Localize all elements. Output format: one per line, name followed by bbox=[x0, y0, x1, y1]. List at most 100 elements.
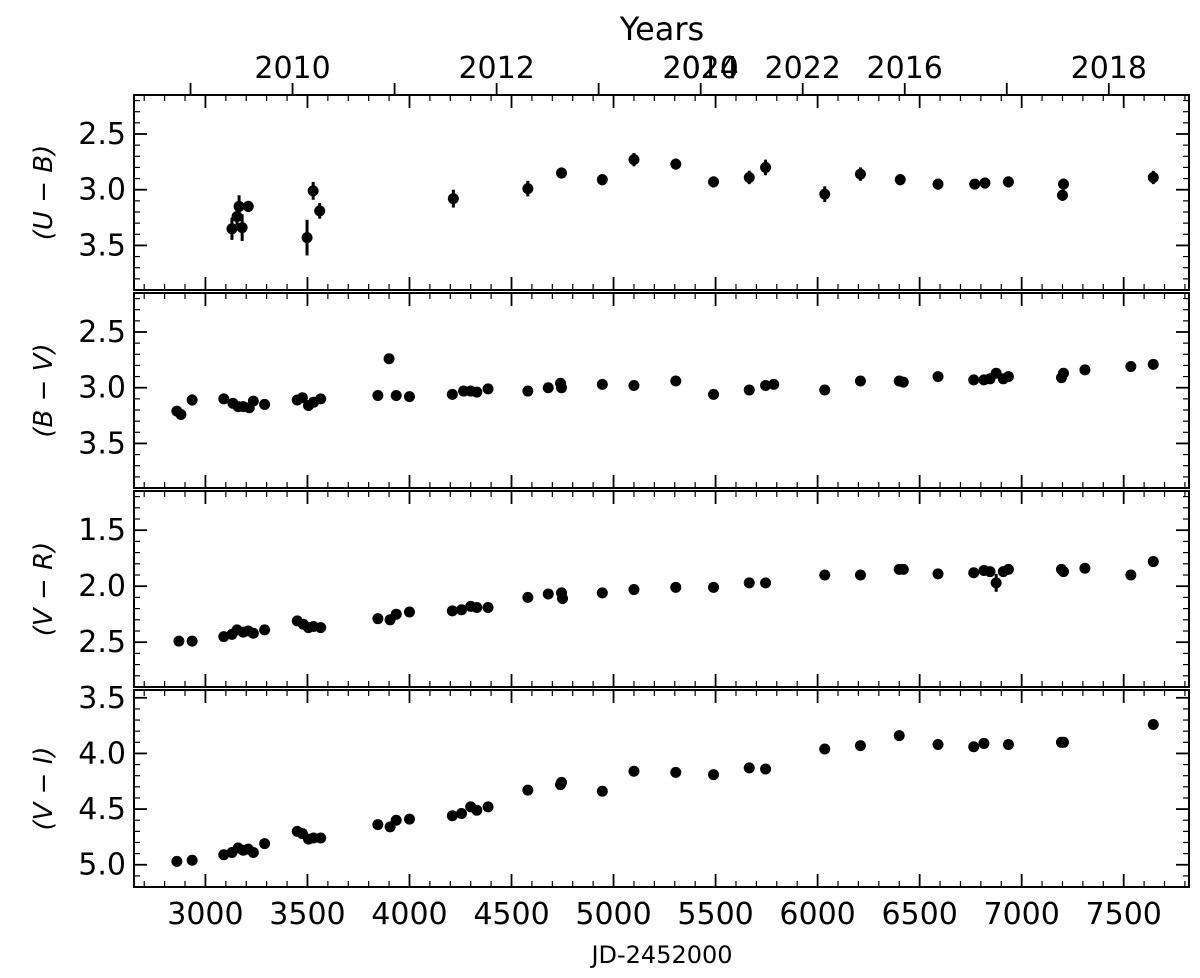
data-point bbox=[390, 814, 402, 826]
data-point bbox=[259, 624, 271, 636]
data-point bbox=[932, 568, 944, 580]
top-axis-tick-label: 2014 bbox=[663, 51, 739, 86]
data-point bbox=[743, 384, 755, 396]
data-point bbox=[236, 222, 248, 234]
data-point bbox=[259, 398, 271, 410]
panel-3: 1.5 2.0 2.5 (V − R) bbox=[29, 490, 1190, 688]
data-point bbox=[446, 810, 458, 822]
data-point bbox=[1147, 171, 1159, 183]
data-point bbox=[522, 385, 534, 397]
data-point bbox=[556, 776, 568, 788]
data-point bbox=[1147, 556, 1159, 568]
y-tick-label: 2.5 bbox=[78, 117, 126, 152]
data-point bbox=[259, 838, 271, 850]
data-point bbox=[1125, 361, 1137, 373]
data-point bbox=[372, 390, 384, 402]
data-point bbox=[968, 374, 980, 386]
data-point bbox=[390, 390, 402, 402]
data-point bbox=[557, 593, 569, 605]
x-tick-label: 7500 bbox=[1086, 897, 1162, 932]
y-tick-label: 3.5 bbox=[78, 426, 126, 461]
data-point bbox=[315, 393, 327, 405]
data-point bbox=[932, 178, 944, 190]
data-point bbox=[1079, 562, 1091, 574]
data-point bbox=[596, 378, 608, 390]
data-point bbox=[186, 854, 198, 866]
data-point bbox=[1058, 178, 1070, 190]
y-tick-label: 3.0 bbox=[78, 173, 126, 208]
y-axis-title: (V − R) bbox=[29, 542, 59, 636]
data-point bbox=[819, 569, 831, 581]
data-point bbox=[760, 763, 772, 775]
data-point bbox=[893, 730, 905, 742]
y-axis-title: (V − I) bbox=[29, 746, 59, 830]
data-point bbox=[968, 741, 980, 753]
top-axis-tick-label: 2018 bbox=[1071, 51, 1147, 86]
data-point bbox=[596, 174, 608, 186]
data-point bbox=[1056, 189, 1068, 201]
data-point bbox=[708, 581, 720, 593]
data-point bbox=[628, 379, 640, 391]
panel-frame bbox=[133, 689, 1190, 888]
data-point bbox=[482, 601, 494, 613]
x-tick-label: 3000 bbox=[167, 897, 243, 932]
x-tick-label: 4500 bbox=[473, 897, 549, 932]
data-point bbox=[990, 577, 1002, 589]
data-point bbox=[932, 371, 944, 383]
top-axis-tick-label: 2012 bbox=[458, 51, 534, 86]
data-point bbox=[186, 394, 198, 406]
data-point bbox=[556, 167, 568, 179]
data-point bbox=[1002, 371, 1014, 383]
data-point bbox=[760, 577, 772, 589]
top-axis-tick-label: 2020 bbox=[663, 51, 739, 86]
data-point bbox=[226, 223, 238, 235]
data-point bbox=[628, 584, 640, 596]
y-axis-title: (U − B) bbox=[29, 145, 59, 240]
y-tick-label: 2.5 bbox=[78, 625, 126, 660]
x-tick-label: 6500 bbox=[881, 897, 957, 932]
x-axis-title: JD-2452000 bbox=[589, 941, 732, 969]
data-point bbox=[186, 635, 198, 647]
y-tick-label: 3.5 bbox=[78, 228, 126, 263]
top-axis-title: Years bbox=[619, 10, 704, 48]
data-point bbox=[456, 604, 468, 616]
data-point bbox=[743, 577, 755, 589]
top-axis-tick-label: 2022 bbox=[765, 51, 841, 86]
data-point bbox=[314, 205, 326, 217]
panel-1: 2010 2012 2014 2016 2018 2020 2022 2.5 3.0 3.5 (U … bbox=[29, 51, 1190, 291]
top-axis-tick-label: 2016 bbox=[867, 51, 943, 86]
data-point bbox=[894, 174, 906, 186]
top-axis-tick-label: 2010 bbox=[254, 51, 330, 86]
x-tick-label: 5500 bbox=[677, 897, 753, 932]
data-point bbox=[471, 386, 483, 398]
y-tick-label: 3.5 bbox=[78, 681, 126, 716]
data-point bbox=[1002, 563, 1014, 575]
panel-4: 3.5 4.0 4.5 5.0 (V − I) bbox=[29, 681, 1190, 888]
x-tick-label: 5000 bbox=[575, 897, 651, 932]
x-tick-label: 4000 bbox=[371, 897, 447, 932]
data-point bbox=[743, 171, 755, 183]
data-point bbox=[1002, 176, 1014, 188]
y-tick-label: 4.0 bbox=[78, 736, 126, 771]
data-point bbox=[819, 384, 831, 396]
data-point bbox=[1147, 719, 1159, 731]
panel-frame bbox=[133, 94, 1190, 291]
data-point bbox=[670, 766, 682, 778]
data-point bbox=[403, 813, 415, 825]
data-point bbox=[482, 801, 494, 813]
data-point bbox=[708, 388, 720, 400]
data-point bbox=[296, 392, 308, 404]
data-point bbox=[372, 819, 384, 831]
data-point bbox=[978, 737, 990, 749]
data-point bbox=[482, 383, 494, 395]
x-tick-label: 6000 bbox=[779, 897, 855, 932]
data-point bbox=[1058, 566, 1070, 578]
y-tick-label: 5.0 bbox=[78, 848, 126, 883]
data-point bbox=[897, 563, 909, 575]
panel-2: 2.5 3.0 3.5 (B − V) bbox=[29, 292, 1190, 489]
data-point bbox=[708, 769, 720, 781]
data-point bbox=[670, 375, 682, 387]
panel-frame bbox=[133, 292, 1190, 489]
data-point bbox=[403, 606, 415, 618]
data-point bbox=[542, 588, 554, 600]
